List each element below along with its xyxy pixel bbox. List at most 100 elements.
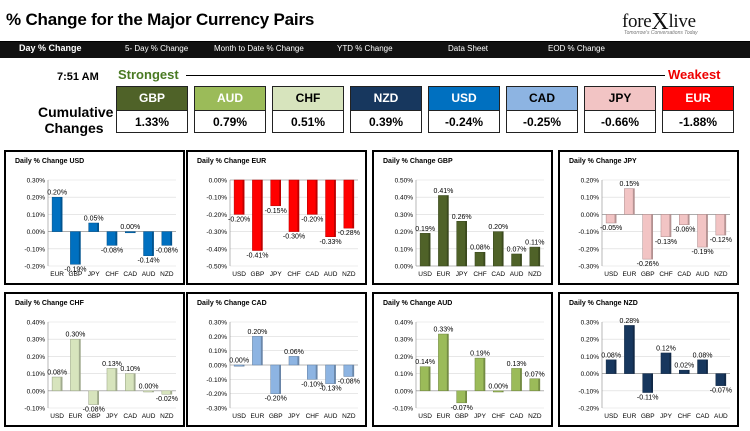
tab-eod-change[interactable]: EOD % Change bbox=[548, 44, 605, 53]
x-tick-label: JPY bbox=[270, 271, 283, 278]
tab-month-to-date[interactable]: Month to Date % Change bbox=[214, 44, 304, 53]
x-tick-label: USD bbox=[232, 271, 246, 278]
x-tick-label: CHF bbox=[492, 413, 505, 420]
currency-code: CAD bbox=[507, 87, 577, 110]
x-tick-label: USD bbox=[604, 271, 618, 278]
bar-chart: 0.00% 0.10% 0.20% 0.30% 0.40% 0.50% 0.19% USD 0.… bbox=[395, 178, 545, 279]
x-tick-label: AUD bbox=[510, 271, 524, 278]
x-tick-label: CAD bbox=[510, 413, 524, 420]
y-tick-label: 0.10% bbox=[27, 212, 46, 219]
data-label: 0.00% bbox=[139, 383, 159, 390]
y-tick-label: -0.10% bbox=[206, 195, 227, 202]
y-tick-label: 0.10% bbox=[581, 195, 600, 202]
bar-chart: -0.10% 0.00% 0.10% 0.20% 0.30% 0.40% 0.14% USD 0… bbox=[392, 320, 544, 421]
bar-shade bbox=[242, 180, 245, 215]
bar-shade bbox=[352, 365, 354, 377]
bar-shade bbox=[152, 231, 154, 256]
data-label: 0.13% bbox=[102, 361, 122, 368]
bar-shade bbox=[651, 214, 653, 260]
bar-shade bbox=[279, 365, 281, 394]
bar-eur bbox=[252, 336, 263, 366]
bar-shade bbox=[501, 231, 504, 266]
x-tick-label: CHF bbox=[287, 271, 300, 278]
x-tick-label: AUD bbox=[142, 271, 156, 278]
currency-code: USD bbox=[429, 87, 499, 110]
currency-code: AUD bbox=[195, 87, 265, 110]
bar-shade bbox=[352, 180, 354, 229]
x-tick-label: CAD bbox=[677, 271, 691, 278]
x-tick-label: GBP bbox=[269, 413, 283, 420]
x-tick-label: EUR bbox=[623, 413, 637, 420]
tab-ytd-change[interactable]: YTD % Change bbox=[337, 44, 393, 53]
data-label: -0.06% bbox=[673, 227, 695, 234]
bar-shade bbox=[687, 370, 690, 374]
data-label: 0.33% bbox=[433, 327, 453, 334]
chart-panel-chf: Daily % Change CHF -0.10% 0.00% 0.10% 0.20% 0… bbox=[4, 292, 185, 427]
chart-title: Daily % Change EUR bbox=[197, 158, 267, 165]
x-tick-label: CHF bbox=[659, 271, 672, 278]
data-label: -0.13% bbox=[319, 386, 341, 393]
y-tick-label: -0.30% bbox=[578, 264, 599, 271]
data-label: -0.11% bbox=[637, 395, 659, 402]
x-tick-label: GBP bbox=[641, 413, 655, 420]
bar-shade bbox=[687, 214, 690, 225]
bar-shade bbox=[242, 365, 245, 367]
data-label: -0.30% bbox=[283, 234, 305, 241]
forexlive-logo[interactable]: foreXlive Tomorrow's Conversations Today bbox=[620, 3, 740, 39]
chart-panel-eur: Daily % Change EUR -0.50% -0.40% -0.30% -0.2… bbox=[186, 150, 367, 285]
y-tick-label: 0.20% bbox=[581, 178, 600, 185]
data-label: 0.00% bbox=[488, 383, 508, 390]
y-tick-label: -0.40% bbox=[206, 246, 227, 253]
x-tick-label: EUR bbox=[69, 413, 83, 420]
data-label: -0.19% bbox=[691, 249, 713, 256]
bar-shade bbox=[501, 390, 504, 392]
bar-shade bbox=[334, 180, 336, 237]
data-label: -0.08% bbox=[101, 247, 123, 254]
bar-shade bbox=[260, 180, 263, 251]
chart-title: Daily % Change GBP bbox=[383, 158, 453, 165]
bar-shade bbox=[152, 390, 154, 392]
data-label: 0.19% bbox=[415, 226, 435, 233]
currency-box-chf: CHF 0.51% bbox=[272, 86, 344, 133]
x-tick-label: JPY bbox=[660, 413, 673, 420]
chart-title: Daily % Change NZD bbox=[569, 300, 638, 307]
bar-eur bbox=[438, 333, 449, 392]
x-tick-label: GBP bbox=[87, 413, 101, 420]
data-label: -0.08% bbox=[156, 247, 178, 254]
currency-box-usd: USD -0.24% bbox=[428, 86, 500, 133]
x-tick-label: USD bbox=[232, 413, 246, 420]
y-tick-label: -0.30% bbox=[206, 406, 227, 413]
bar-gbp bbox=[70, 231, 81, 265]
bar-shade bbox=[446, 334, 449, 391]
x-tick-label: USD bbox=[418, 413, 432, 420]
y-tick-label: 0.10% bbox=[395, 371, 414, 378]
bar-shade bbox=[669, 214, 672, 237]
y-tick-label: 0.20% bbox=[395, 229, 414, 236]
bar-usd bbox=[233, 179, 245, 215]
logo-text: foreXlive bbox=[622, 9, 696, 35]
x-tick-label: EUR bbox=[251, 413, 265, 420]
tab-5-day-change[interactable]: 5- Day % Change bbox=[125, 44, 189, 53]
data-label: 0.00% bbox=[120, 224, 140, 231]
x-tick-label: NZD bbox=[528, 271, 542, 278]
data-label: -0.08% bbox=[338, 378, 360, 385]
bar-shade bbox=[465, 221, 467, 266]
currency-code: JPY bbox=[585, 87, 655, 110]
tab-day-change[interactable]: Day % Change bbox=[19, 43, 82, 53]
bar-chart: -0.10% 0.00% 0.10% 0.20% 0.30% 0.40% 0.08% USD 0… bbox=[24, 320, 178, 421]
bar-shade bbox=[520, 368, 522, 391]
data-label: -0.19% bbox=[64, 266, 86, 273]
x-tick-label: AUD bbox=[324, 271, 338, 278]
bar-shade bbox=[538, 247, 540, 266]
currency-code: EUR bbox=[663, 87, 733, 110]
currency-box-jpy: JPY -0.66% bbox=[584, 86, 656, 133]
x-tick-label: CAD bbox=[305, 271, 319, 278]
x-tick-label: AUD bbox=[324, 413, 338, 420]
data-label: 0.20% bbox=[488, 224, 508, 231]
tab-data-sheet[interactable]: Data Sheet bbox=[448, 44, 489, 53]
bar-shade bbox=[315, 365, 318, 380]
y-tick-label: -0.20% bbox=[206, 391, 227, 398]
bar-shade bbox=[706, 359, 708, 374]
bar-shade bbox=[170, 231, 172, 246]
x-tick-label: NZD bbox=[342, 413, 356, 420]
